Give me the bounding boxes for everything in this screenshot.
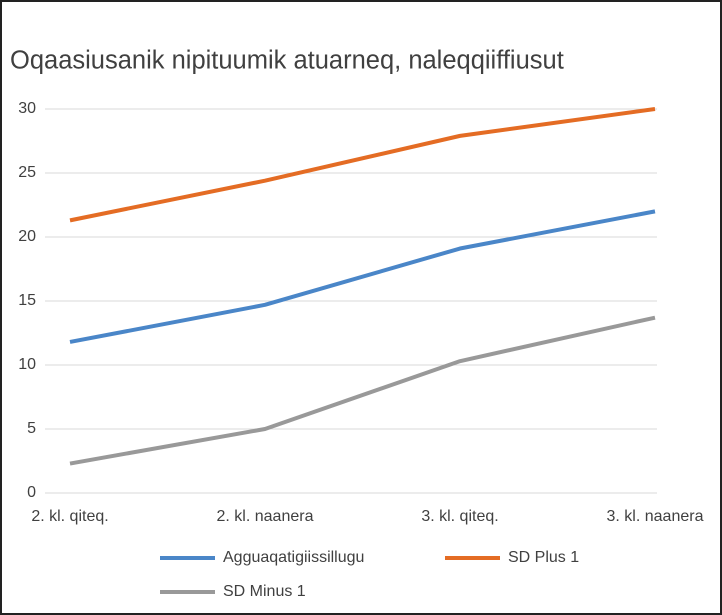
series-line <box>69 315 656 466</box>
y-tick-label: 30 <box>18 100 36 117</box>
series-line <box>69 209 656 344</box>
y-tick-label: 20 <box>18 228 36 245</box>
y-tick-label: 0 <box>27 484 36 501</box>
legend-label: Agguaqatigiissillugu <box>223 549 364 566</box>
x-tick-label: 3. kl. naanera <box>607 508 704 525</box>
y-tick-label: 25 <box>18 164 36 181</box>
legend-label: SD Plus 1 <box>508 549 579 566</box>
x-tick-label: 3. kl. qiteq. <box>421 508 498 525</box>
series-line <box>69 107 656 223</box>
y-tick-label: 5 <box>27 420 36 437</box>
chart-title: Oqaasiusanik nipituumik atuarneq, naleqq… <box>10 47 564 75</box>
x-tick-label: 2. kl. naanera <box>217 508 314 525</box>
y-tick-label: 15 <box>18 292 36 309</box>
y-tick-label: 10 <box>18 356 36 373</box>
legend-label: SD Minus 1 <box>223 583 306 600</box>
x-tick-label: 2. kl. qiteq. <box>31 508 108 525</box>
